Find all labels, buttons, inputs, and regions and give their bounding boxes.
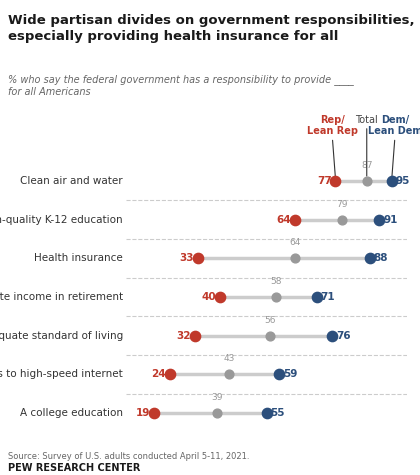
Text: Dem/
Lean Dem: Dem/ Lean Dem [368, 115, 420, 136]
Point [291, 255, 298, 262]
Text: 64: 64 [276, 215, 291, 225]
Text: 87: 87 [361, 161, 373, 170]
Text: 71: 71 [320, 292, 335, 302]
Point [216, 293, 223, 301]
Point [226, 370, 233, 378]
Text: An adequate standard of living: An adequate standard of living [0, 331, 123, 341]
Text: 55: 55 [270, 408, 285, 418]
Point [367, 255, 373, 262]
Point [329, 332, 336, 339]
Text: 76: 76 [336, 331, 351, 341]
Text: 59: 59 [283, 369, 297, 379]
Text: Health insurance: Health insurance [34, 253, 123, 263]
Text: 77: 77 [317, 176, 332, 186]
Text: Total: Total [355, 115, 378, 125]
Text: 40: 40 [202, 292, 216, 302]
Point [388, 177, 395, 185]
Text: A college education: A college education [20, 408, 123, 418]
Point [151, 409, 158, 417]
Text: 43: 43 [223, 354, 235, 363]
Point [339, 216, 345, 223]
Point [332, 177, 339, 185]
Text: 32: 32 [176, 331, 191, 341]
Text: 24: 24 [151, 369, 166, 379]
Text: 88: 88 [374, 253, 388, 263]
Text: 19: 19 [136, 408, 150, 418]
Text: Adequate income in retirement: Adequate income in retirement [0, 292, 123, 302]
Point [376, 216, 383, 223]
Point [276, 370, 283, 378]
Text: 39: 39 [211, 393, 223, 402]
Text: High-quality K-12 education: High-quality K-12 education [0, 215, 123, 225]
Text: Clean air and water: Clean air and water [20, 176, 123, 186]
Point [273, 293, 279, 301]
Text: 58: 58 [270, 277, 282, 286]
Point [194, 255, 201, 262]
Point [266, 332, 273, 339]
Text: Source: Survey of U.S. adults conducted April 5-11, 2021.: Source: Survey of U.S. adults conducted … [8, 452, 250, 461]
Point [291, 216, 298, 223]
Text: 95: 95 [396, 176, 410, 186]
Text: 33: 33 [180, 253, 194, 263]
Point [263, 409, 270, 417]
Text: PEW RESEARCH CENTER: PEW RESEARCH CENTER [8, 463, 141, 473]
Text: 56: 56 [264, 316, 276, 325]
Text: 64: 64 [289, 238, 301, 247]
Point [213, 409, 220, 417]
Point [166, 370, 173, 378]
Point [363, 177, 370, 185]
Text: Access to high-speed internet: Access to high-speed internet [0, 369, 123, 379]
Point [192, 332, 198, 339]
Text: Wide partisan divides on government responsibilities,
especially providing healt: Wide partisan divides on government resp… [8, 14, 415, 43]
Text: % who say the federal government has a responsibility to provide ____
for all Am: % who say the federal government has a r… [8, 74, 354, 97]
Text: Rep/
Lean Rep: Rep/ Lean Rep [307, 115, 358, 136]
Text: 91: 91 [383, 215, 397, 225]
Point [313, 293, 320, 301]
Text: 79: 79 [336, 200, 347, 209]
